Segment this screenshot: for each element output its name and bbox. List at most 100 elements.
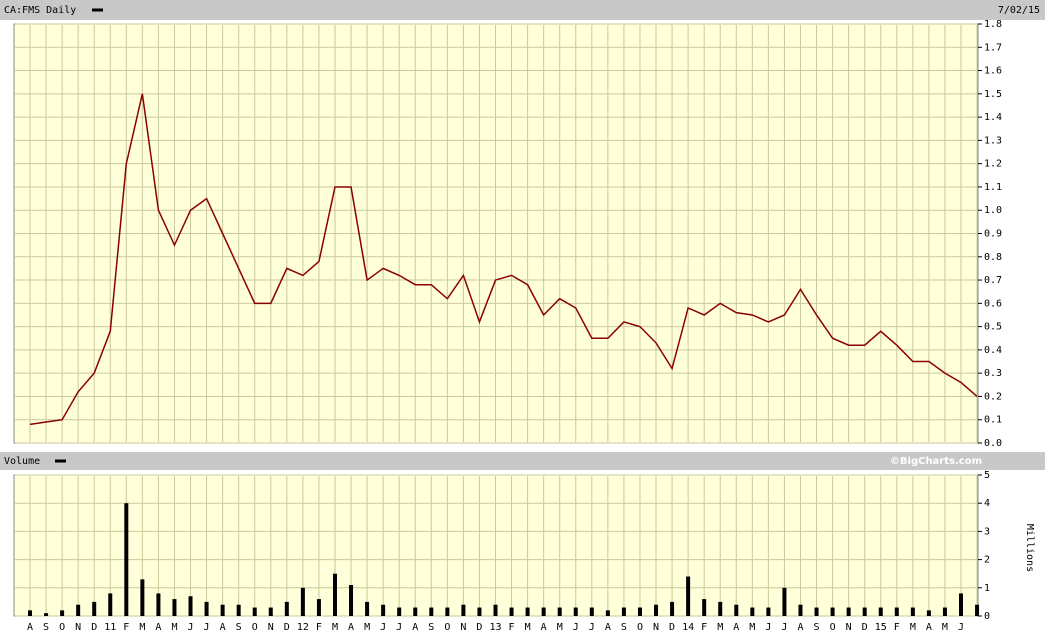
x-tick-label: A xyxy=(220,622,226,633)
x-tick-label: J xyxy=(188,622,194,633)
x-tick-label: N xyxy=(460,622,466,633)
volume-bar xyxy=(332,573,337,616)
volume-bar xyxy=(766,607,771,616)
x-tick-label: M xyxy=(332,622,338,633)
volume-bar xyxy=(349,584,354,616)
volume-bar xyxy=(750,607,755,616)
x-tick-label: M xyxy=(749,622,755,633)
x-tick-label: O xyxy=(59,622,65,633)
volume-bar xyxy=(477,607,482,616)
volume-bar xyxy=(846,607,851,616)
y-tick-label: 0.8 xyxy=(984,252,1002,263)
y-tick-label: 0 xyxy=(984,611,990,622)
volume-bar xyxy=(621,607,626,616)
volume-bar xyxy=(509,607,514,616)
volume-bar xyxy=(461,604,466,616)
y-tick-label: 1.3 xyxy=(984,135,1002,146)
volume-bar xyxy=(172,599,177,616)
x-tick-label: A xyxy=(412,622,418,633)
volume-bar xyxy=(140,579,145,616)
y-tick-label: 0.1 xyxy=(984,415,1002,426)
y-tick-label: 1.1 xyxy=(984,182,1002,193)
volume-bar xyxy=(862,607,867,616)
x-tick-label: S xyxy=(236,622,242,633)
volume-bar xyxy=(60,610,65,616)
x-tick-label: O xyxy=(444,622,450,633)
volume-bar xyxy=(365,601,370,616)
y-tick-label: 1.4 xyxy=(984,112,1002,123)
x-tick-label: M xyxy=(171,622,177,633)
volume-bar xyxy=(798,604,803,616)
x-tick-label: S xyxy=(621,622,627,633)
volume-bar xyxy=(557,607,562,616)
y-tick-label: 0.5 xyxy=(984,322,1002,333)
y-tick-label: 1.0 xyxy=(984,205,1002,216)
x-tick-label: D xyxy=(476,622,482,633)
y-tick-label: 0.0 xyxy=(984,438,1002,449)
volume-bar xyxy=(236,604,241,616)
x-tick-label: S xyxy=(814,622,820,633)
y-tick-label: 1.8 xyxy=(984,19,1002,30)
y-tick-label: 1.2 xyxy=(984,159,1002,170)
volume-bar xyxy=(525,607,530,616)
x-tick-label: F xyxy=(123,622,129,633)
x-tick-label: M xyxy=(364,622,370,633)
volume-bar xyxy=(445,607,450,616)
volume-bar xyxy=(702,599,707,616)
x-tick-label: S xyxy=(43,622,49,633)
volume-bar xyxy=(156,593,161,616)
volume-bar xyxy=(975,604,980,616)
y-tick-label: 1 xyxy=(984,583,990,594)
volume-bar xyxy=(942,607,947,616)
header-bar xyxy=(0,0,1045,20)
chart-title: CA:FMS Daily xyxy=(4,5,76,16)
volume-bar xyxy=(541,607,546,616)
volume-bar xyxy=(782,587,787,616)
volume-bar xyxy=(637,607,642,616)
x-tick-label: O xyxy=(637,622,643,633)
volume-bar xyxy=(316,599,321,616)
y-tick-label: 5 xyxy=(984,470,990,481)
x-tick-label: M xyxy=(942,622,948,633)
x-tick-label: N xyxy=(268,622,274,633)
volume-bar xyxy=(589,607,594,616)
x-tick-label: D xyxy=(669,622,675,633)
volume-bar xyxy=(397,607,402,616)
x-tick-label: A xyxy=(797,622,803,633)
volume-bar xyxy=(878,607,883,616)
x-tick-label: N xyxy=(653,622,659,633)
y-tick-label: 1.7 xyxy=(984,42,1002,53)
y-tick-label: 0.2 xyxy=(984,391,1002,402)
volume-bar xyxy=(284,601,289,616)
date-label: 7/02/15 xyxy=(998,5,1040,16)
x-tick-label: M xyxy=(910,622,916,633)
x-tick-label: 13 xyxy=(489,622,501,633)
volume-bar xyxy=(44,613,49,616)
x-tick-label: J xyxy=(396,622,402,633)
source-note: ©BigCharts.com xyxy=(890,456,982,467)
volume-bar xyxy=(28,610,32,616)
volume-bar xyxy=(718,601,723,616)
volume-bar xyxy=(92,601,97,616)
y-tick-label: 0.6 xyxy=(984,298,1002,309)
x-tick-label: F xyxy=(316,622,322,633)
volume-bar xyxy=(830,607,835,616)
x-tick-label: J xyxy=(765,622,771,633)
x-tick-label: A xyxy=(155,622,161,633)
volume-bar xyxy=(654,604,659,616)
volume-bar xyxy=(670,601,675,616)
x-tick-label: F xyxy=(509,622,515,633)
x-tick-label: A xyxy=(541,622,547,633)
x-tick-label: 14 xyxy=(682,622,694,633)
x-tick-label: F xyxy=(701,622,707,633)
y-tick-label: 1.6 xyxy=(984,66,1002,77)
x-tick-label: N xyxy=(75,622,81,633)
volume-bar xyxy=(686,576,691,616)
y-tick-label: 0.9 xyxy=(984,229,1002,240)
y-tick-label: 0.3 xyxy=(984,368,1002,379)
volume-bar xyxy=(124,503,129,616)
y-tick-label: 4 xyxy=(984,498,990,509)
x-tick-label: M xyxy=(557,622,563,633)
x-tick-label: D xyxy=(862,622,868,633)
